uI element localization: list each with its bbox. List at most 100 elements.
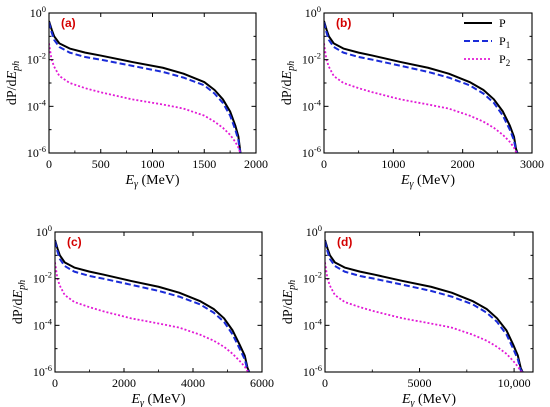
y-tick-base: 10	[36, 225, 48, 239]
series-P1-line	[325, 241, 524, 372]
panel-letter: (c)	[67, 235, 82, 249]
curves	[49, 20, 242, 153]
panel-a: 0 500 1000 1500 200010-610-410-2100dP/dEphEγ…	[5, 4, 268, 190]
y-axis-label-sub: ph	[287, 280, 298, 291]
x-tick-label: 1000	[141, 157, 165, 171]
x-tick-label: 500	[92, 157, 110, 171]
x-axis-label-var: E	[401, 392, 411, 407]
legend-label-main: P	[499, 52, 506, 66]
panel-letter: (b)	[336, 16, 351, 30]
y-tick-exponent: -6	[314, 144, 321, 154]
y-tick-base: 10	[33, 365, 45, 379]
y-axis-label: dP/dEph	[281, 280, 298, 324]
y-tick-exponent: 0	[42, 4, 46, 14]
y-axis-label-prefix: dP/d	[280, 79, 295, 105]
x-tick-label: 2000	[244, 157, 268, 171]
y-axis-label-sub: ph	[17, 280, 28, 291]
series-P-line	[324, 20, 519, 153]
panel-letter: (a)	[61, 16, 76, 30]
y-tick-label: 100	[305, 4, 321, 20]
y-axis-label-var: E	[11, 289, 26, 299]
y-axis-label-sub: ph	[11, 61, 22, 72]
y-tick-exponent: -4	[315, 316, 323, 326]
y-tick-base: 10	[33, 272, 45, 286]
x-tick-label: 10,000	[498, 376, 531, 390]
x-axis-label-unit: (MeV)	[413, 173, 455, 188]
y-tick-base: 10	[27, 53, 39, 67]
x-axis-label-unit: (MeV)	[144, 392, 186, 407]
x-axis-label-var: E	[130, 392, 140, 407]
y-tick-label: 10-6	[27, 144, 46, 160]
x-tick-label: 3000	[520, 157, 544, 171]
x-tick-label: 0	[46, 157, 52, 171]
y-axis-label-var: E	[280, 70, 295, 80]
y-tick-base: 10	[303, 318, 315, 332]
y-tick-base: 10	[302, 99, 314, 113]
y-tick-label: 10-4	[303, 316, 323, 332]
y-tick-exponent: -6	[315, 363, 322, 373]
y-tick-label: 10-4	[27, 97, 47, 113]
legend-label-sub: 1	[506, 40, 511, 50]
y-tick-label: 10-4	[33, 316, 53, 332]
series-P1-line	[55, 241, 250, 372]
y-axis-label: dP/dEph	[5, 61, 22, 105]
y-tick-exponent: -2	[314, 51, 321, 61]
x-axis-label-var: E	[124, 173, 134, 188]
panel-letter: (d)	[337, 235, 352, 249]
x-axis-label: Eγ (MeV)	[130, 392, 185, 407]
y-tick-exponent: -2	[45, 270, 52, 280]
y-axis-label-var: E	[281, 289, 296, 299]
x-tick-label: 0	[52, 376, 58, 390]
y-tick-label: 10-2	[27, 51, 46, 67]
series-P-line	[325, 239, 524, 372]
y-axis-label-prefix: dP/d	[11, 298, 26, 324]
x-tick-label: 6000	[250, 376, 274, 390]
y-axis-label: dP/dEph	[280, 61, 297, 105]
y-tick-base: 10	[302, 146, 314, 160]
y-tick-label: 10-2	[303, 270, 322, 286]
legend-label-P1: P1	[499, 34, 510, 50]
y-tick-exponent: -6	[45, 363, 52, 373]
x-axis-label-sub: γ	[410, 179, 415, 190]
y-axis-label-sub: ph	[286, 61, 297, 72]
y-tick-base: 10	[303, 365, 315, 379]
x-axis-label-sub: γ	[140, 398, 145, 407]
y-tick-base: 10	[306, 225, 318, 239]
curves	[325, 239, 524, 372]
y-axis-label-prefix: dP/d	[281, 298, 296, 324]
x-tick-label: 2000	[451, 157, 475, 171]
series-P1-line	[324, 22, 519, 153]
legend-label-sub: 2	[506, 58, 511, 68]
x-axis-label-sub: γ	[411, 398, 416, 407]
y-tick-label: 10-4	[302, 97, 322, 113]
y-tick-base: 10	[27, 146, 39, 160]
y-tick-base: 10	[30, 6, 42, 20]
series-P2-line	[325, 262, 524, 372]
y-tick-exponent: -4	[45, 316, 53, 326]
x-tick-label: 0	[321, 157, 327, 171]
series-P2-line	[49, 43, 242, 153]
y-tick-base: 10	[33, 318, 45, 332]
y-axis-label-prefix: dP/d	[5, 79, 20, 105]
legend-label-P2: P2	[499, 52, 510, 68]
series-P-line	[55, 239, 251, 372]
x-tick-label: 5000	[408, 376, 432, 390]
y-tick-label: 10-6	[303, 363, 322, 379]
series-P-line	[49, 20, 242, 153]
legend-label-main: P	[499, 16, 506, 30]
x-axis-label-var: E	[400, 173, 410, 188]
x-axis-label-unit: (MeV)	[414, 392, 456, 407]
y-tick-exponent: 0	[317, 4, 321, 14]
x-axis-label: Eγ (MeV)	[124, 173, 179, 190]
curves	[55, 239, 251, 372]
y-tick-exponent: -4	[39, 97, 47, 107]
y-tick-exponent: -2	[315, 270, 322, 280]
x-tick-label: 4000	[181, 376, 205, 390]
y-tick-label: 10-6	[302, 144, 321, 160]
series-P2-line	[55, 262, 250, 372]
y-tick-exponent: 0	[318, 223, 322, 233]
